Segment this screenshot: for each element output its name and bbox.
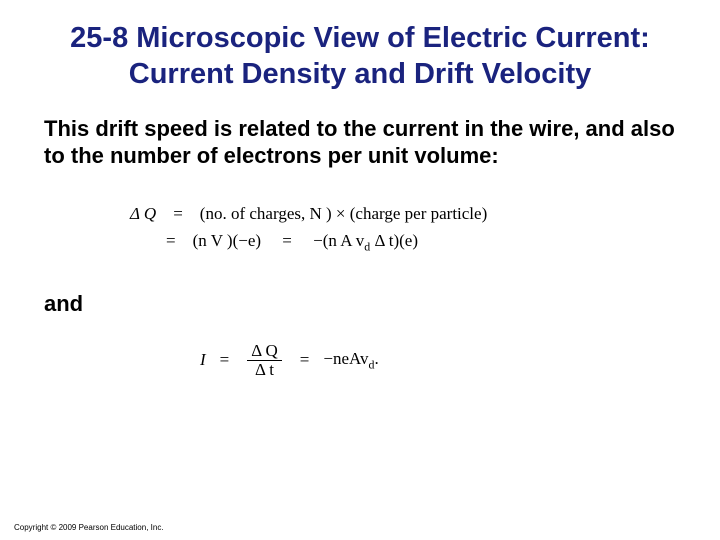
eq1-term-a: (n V )(−e) (193, 231, 261, 250)
eq1-lhs: Δ Q (130, 204, 156, 223)
eq2-I: I (200, 350, 206, 369)
copyright-notice: Copyright © 2009 Pearson Education, Inc. (14, 523, 164, 532)
eq2-fraction: Δ Q Δ t (247, 342, 282, 379)
equation-1-line-2: = (n V )(−e) = −(n A vd Δ t)(e) (130, 227, 680, 256)
eq2-rhs: −neAvd. (323, 349, 378, 372)
eq2-eq-sign-2: = (300, 350, 310, 370)
slide-title: 25-8 Microscopic View of Electric Curren… (40, 20, 680, 93)
eq1-term-b-suffix: Δ t)(e) (370, 231, 418, 250)
eq2-frac-num: Δ Q (247, 342, 282, 361)
eq1-rhs-1: (no. of charges, N ) × (charge per parti… (200, 204, 487, 223)
eq2-eq-sign-1: = (220, 350, 230, 370)
eq1-eq-sign-1: = (173, 204, 183, 223)
equation-block-1: Δ Q = (no. of charges, N ) × (charge per… (40, 200, 680, 257)
equation-block-2: I = Δ Q Δ t = −neAvd. (40, 342, 680, 379)
eq1-eq-sign-3: = (282, 231, 292, 250)
eq2-rhs-prefix: −neAv (323, 349, 368, 368)
eq2-rhs-suffix: . (375, 349, 379, 368)
equation-1-line-1: Δ Q = (no. of charges, N ) × (charge per… (130, 200, 680, 227)
eq2-frac-den: Δ t (251, 361, 278, 379)
body-paragraph: This drift speed is related to the curre… (40, 115, 680, 170)
connector-and: and (40, 291, 680, 317)
eq1-eq-sign-2: = (166, 231, 176, 250)
eq1-term-b-prefix: −(n A v (313, 231, 364, 250)
